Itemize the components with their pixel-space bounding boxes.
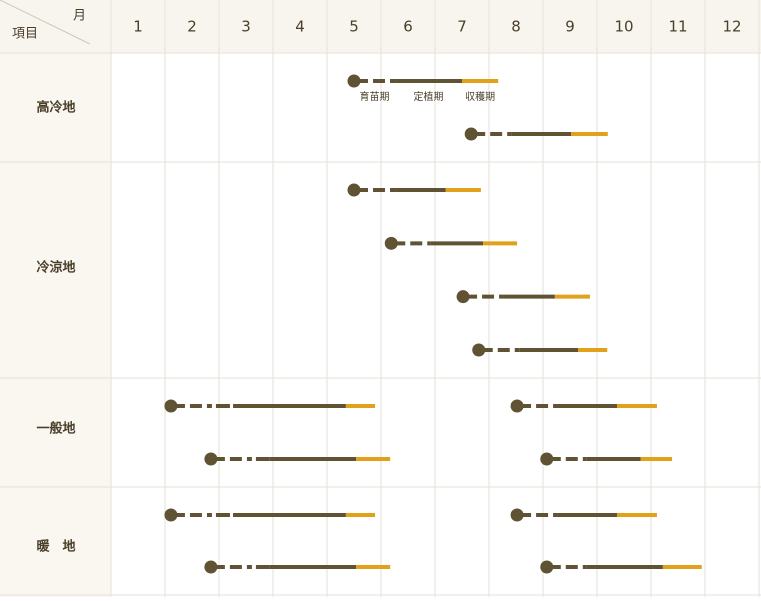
month-label: 12 <box>722 18 741 36</box>
item-header: 項目 <box>12 27 38 42</box>
month-label: 11 <box>668 18 687 36</box>
sowing-dot <box>384 236 398 250</box>
phase-label: 育苗期 <box>360 90 390 103</box>
sowing-dot <box>510 399 524 413</box>
phase-label: 定植期 <box>414 90 444 103</box>
sowing-dot <box>456 290 470 304</box>
sowing-dot <box>164 399 178 413</box>
sowing-dot <box>347 74 361 88</box>
sowing-dot <box>204 560 218 574</box>
month-label: 2 <box>187 18 197 36</box>
sowing-dot <box>347 183 361 197</box>
month-label: 4 <box>295 18 305 36</box>
sowing-dot <box>472 343 486 357</box>
phase-label: 収穫期 <box>465 91 495 103</box>
label-column-bg <box>0 53 111 597</box>
month-label: 9 <box>565 18 575 36</box>
sowing-dot <box>204 452 218 466</box>
row-label: 一般地 <box>36 421 75 437</box>
month-label: 5 <box>349 18 359 36</box>
month-label: 7 <box>457 18 467 36</box>
row-label: 高冷地 <box>36 100 75 116</box>
month-header: 月 <box>73 9 86 24</box>
sowing-dot <box>510 508 524 522</box>
row-label: 暖 地 <box>36 539 75 555</box>
month-label: 1 <box>133 18 143 36</box>
month-label: 6 <box>403 18 413 36</box>
month-label: 3 <box>241 18 251 36</box>
header-diagonal <box>0 0 91 45</box>
sowing-dot <box>464 127 478 141</box>
sowing-dot <box>164 508 178 522</box>
month-label: 8 <box>511 18 521 36</box>
month-label: 10 <box>614 18 633 36</box>
row-label: 冷涼地 <box>36 260 75 276</box>
sowing-dot <box>540 452 554 466</box>
sowing-dot <box>540 560 554 574</box>
